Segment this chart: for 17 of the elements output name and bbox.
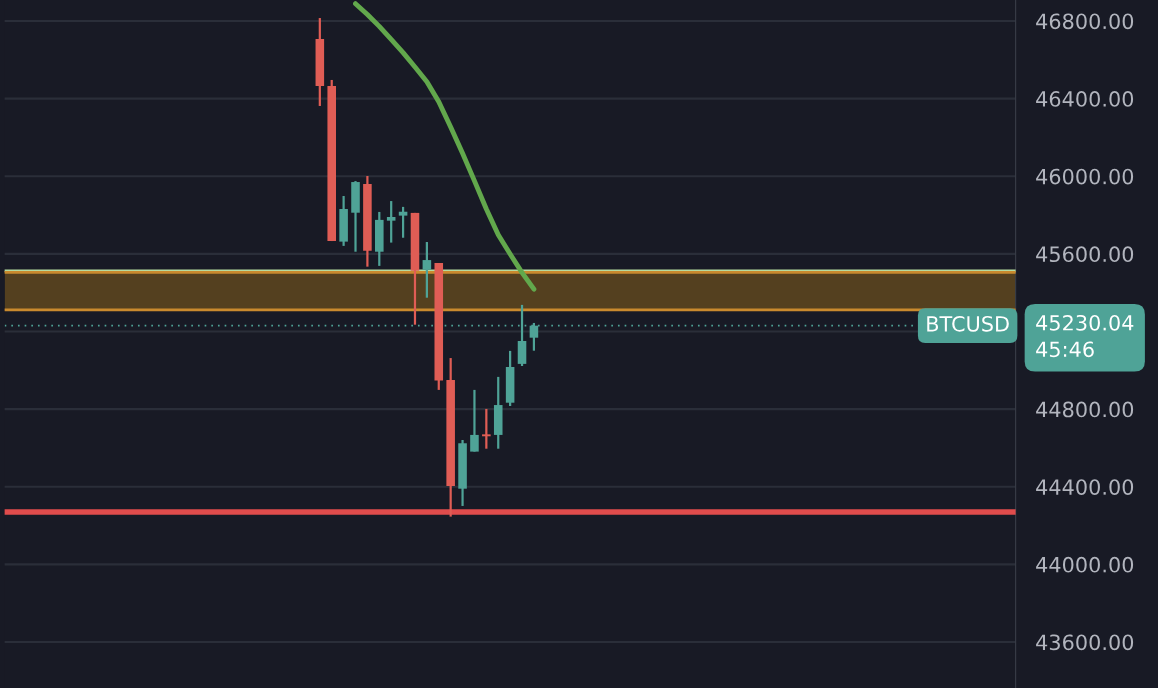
y-tick-label: 45600.00 — [1036, 246, 1134, 263]
candlestick — [422, 240, 432, 299]
y-tick-label: 46000.00 — [1036, 168, 1134, 185]
y-tick-label: 43600.00 — [1036, 634, 1134, 651]
candlestick — [470, 388, 479, 453]
y-tick-label: 44000.00 — [1036, 556, 1134, 573]
y-tick-label: 46400.00 — [1036, 91, 1134, 107]
y-tick-label: 44800.00 — [1036, 401, 1134, 418]
candlestick — [398, 205, 408, 239]
y-tick-label: 44400.00 — [1036, 479, 1134, 495]
y-tick-label: 46800.00 — [1036, 13, 1134, 30]
line-series — [353, 1, 537, 292]
candlestick — [386, 199, 396, 244]
ref-line-label: BTCUSD — [927, 315, 1009, 332]
text: 45:46 — [1036, 341, 1094, 358]
text: 45230.04 — [1036, 314, 1134, 331]
candlestick — [482, 407, 491, 450]
